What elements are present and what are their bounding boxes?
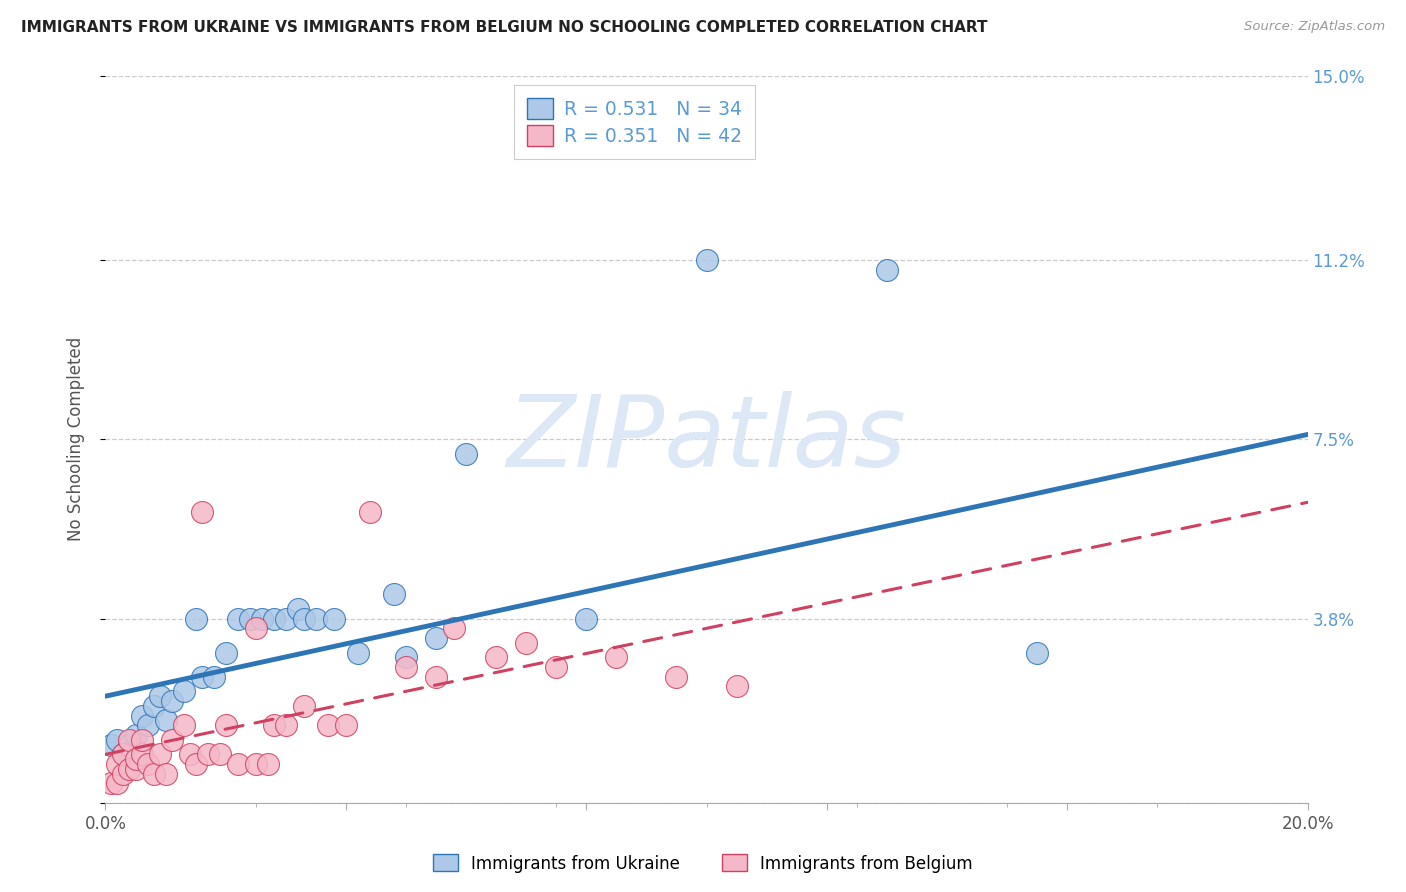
Point — [190, 670, 212, 684]
Point — [485, 650, 508, 665]
Point — [124, 728, 146, 742]
Point — [256, 757, 278, 772]
Point — [190, 505, 212, 519]
Point — [118, 738, 141, 752]
Text: Source: ZipAtlas.com: Source: ZipAtlas.com — [1244, 20, 1385, 33]
Point — [395, 650, 418, 665]
Point — [546, 660, 568, 674]
Legend: Immigrants from Ukraine, Immigrants from Belgium: Immigrants from Ukraine, Immigrants from… — [426, 847, 980, 880]
Point — [112, 766, 135, 780]
Point — [107, 776, 129, 790]
Point — [160, 694, 183, 708]
Point — [305, 612, 328, 626]
Point — [425, 670, 447, 684]
Point — [155, 714, 177, 728]
Point — [263, 612, 285, 626]
Point — [395, 660, 418, 674]
Point — [250, 612, 273, 626]
Point — [100, 738, 122, 752]
Point — [131, 708, 153, 723]
Point — [575, 612, 598, 626]
Point — [184, 757, 207, 772]
Point — [239, 612, 262, 626]
Point — [274, 612, 297, 626]
Point — [382, 587, 405, 601]
Point — [876, 262, 898, 277]
Point — [112, 747, 135, 762]
Point — [173, 684, 195, 698]
Point — [274, 718, 297, 732]
Point — [515, 636, 537, 650]
Point — [322, 612, 344, 626]
Y-axis label: No Schooling Completed: No Schooling Completed — [66, 337, 84, 541]
Point — [112, 747, 135, 762]
Point — [292, 612, 315, 626]
Point — [347, 646, 370, 660]
Point — [118, 762, 141, 776]
Point — [226, 612, 249, 626]
Point — [359, 505, 381, 519]
Point — [665, 670, 688, 684]
Point — [118, 732, 141, 747]
Point — [245, 757, 267, 772]
Point — [142, 766, 165, 780]
Point — [1026, 646, 1049, 660]
Point — [155, 766, 177, 780]
Point — [202, 670, 225, 684]
Point — [136, 718, 159, 732]
Point — [131, 747, 153, 762]
Point — [696, 252, 718, 267]
Point — [443, 621, 465, 635]
Point — [287, 602, 309, 616]
Point — [184, 612, 207, 626]
Point — [208, 747, 231, 762]
Point — [245, 621, 267, 635]
Point — [605, 650, 627, 665]
Point — [316, 718, 339, 732]
Point — [107, 732, 129, 747]
Point — [160, 732, 183, 747]
Point — [214, 718, 236, 732]
Point — [131, 732, 153, 747]
Point — [124, 752, 146, 766]
Point — [136, 757, 159, 772]
Point — [214, 646, 236, 660]
Point — [226, 757, 249, 772]
Point — [148, 747, 170, 762]
Point — [454, 447, 477, 461]
Point — [173, 718, 195, 732]
Point — [124, 762, 146, 776]
Point — [107, 757, 129, 772]
Text: IMMIGRANTS FROM UKRAINE VS IMMIGRANTS FROM BELGIUM NO SCHOOLING COMPLETED CORREL: IMMIGRANTS FROM UKRAINE VS IMMIGRANTS FR… — [21, 20, 987, 35]
Text: ZIPatlas: ZIPatlas — [506, 391, 907, 488]
Point — [100, 776, 122, 790]
Point — [425, 631, 447, 645]
Point — [335, 718, 357, 732]
Point — [179, 747, 201, 762]
Point — [725, 680, 748, 694]
Point — [197, 747, 219, 762]
Point — [292, 698, 315, 713]
Point — [148, 689, 170, 703]
Point — [142, 698, 165, 713]
Legend: R = 0.531   N = 34, R = 0.351   N = 42: R = 0.531 N = 34, R = 0.351 N = 42 — [513, 86, 755, 159]
Point — [263, 718, 285, 732]
